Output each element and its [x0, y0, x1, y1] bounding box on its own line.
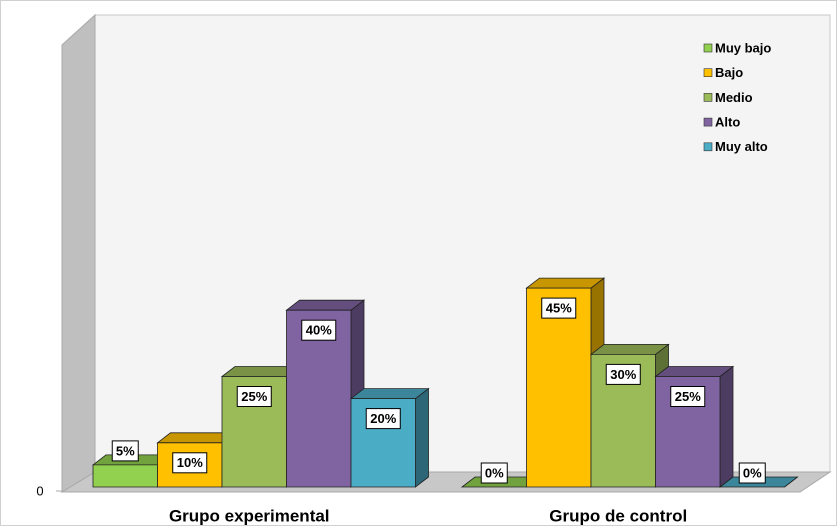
value-label-box — [236, 386, 272, 407]
legend-label: Bajo — [715, 65, 743, 80]
y-tick-label: 0 — [36, 483, 43, 498]
value-label: 25% — [675, 389, 701, 404]
value-label: 45% — [546, 301, 572, 316]
value-label-box — [670, 386, 706, 407]
bar-face — [719, 365, 734, 488]
legend-swatch — [703, 68, 713, 77]
value-label-box — [738, 462, 766, 484]
value-label: 0% — [743, 465, 762, 480]
value-label: 20% — [370, 411, 396, 426]
value-label-box — [172, 452, 208, 474]
bar-face — [589, 343, 670, 355]
legend-swatch — [703, 93, 713, 102]
bar-face — [349, 388, 430, 400]
value-label-box — [301, 319, 337, 341]
value-label: 25% — [241, 389, 267, 404]
legend-swatch — [703, 43, 713, 53]
value-label-box — [605, 363, 641, 385]
legend-label: Medio — [715, 90, 753, 105]
bar-face — [525, 277, 606, 289]
value-label: 5% — [116, 443, 135, 458]
bar-face — [285, 299, 366, 311]
legend-label: Alto — [715, 115, 740, 130]
bar — [349, 387, 430, 488]
bar-face — [654, 366, 735, 377]
value-label-box — [480, 462, 508, 484]
bar-face — [415, 387, 429, 488]
value-label: 0% — [485, 465, 504, 480]
legend-label: Muy alto — [715, 139, 768, 154]
legend-swatch — [703, 117, 713, 127]
value-label: 10% — [177, 455, 203, 470]
bar-face — [92, 464, 158, 488]
value-label-box — [541, 297, 577, 319]
value-label: 40% — [306, 323, 332, 338]
x-tick-label: Grupo experimental — [169, 506, 330, 525]
legend-label: Muy bajo — [715, 40, 771, 55]
value-label: 30% — [610, 367, 636, 382]
side-wall — [61, 13, 96, 493]
x-tick-label: Grupo de control — [549, 506, 687, 525]
value-label-box — [111, 440, 139, 462]
legend-swatch — [703, 142, 713, 152]
bar — [654, 365, 735, 488]
value-label-box — [365, 408, 401, 430]
